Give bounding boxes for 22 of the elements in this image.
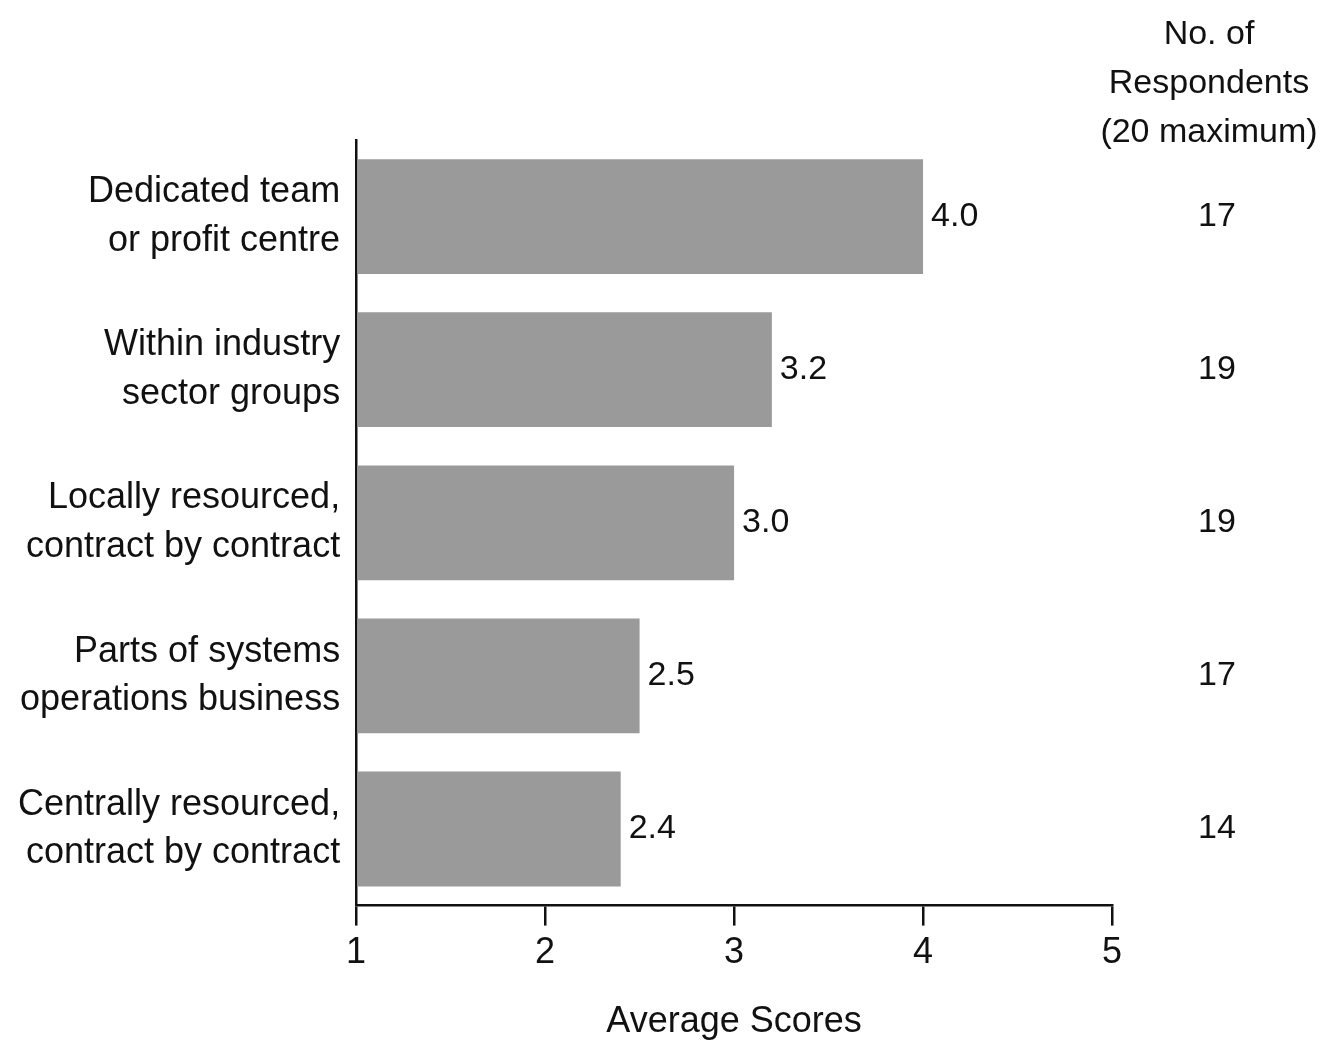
data-label: 2.5 bbox=[647, 654, 695, 693]
y-tick-label: Dedicated team or profit centre bbox=[88, 169, 341, 259]
x-tick-label: 1 bbox=[346, 930, 367, 972]
x-tick-label: 2 bbox=[535, 930, 556, 972]
text: 17 bbox=[1198, 194, 1236, 233]
text: 19 bbox=[1198, 348, 1236, 387]
y-tick-label: Locally resourced, contract by contract bbox=[26, 475, 341, 566]
x-tick-label: 5 bbox=[1101, 930, 1123, 972]
y-tick-label: Parts of systems operations business bbox=[19, 628, 341, 719]
x-tick-label: 3 bbox=[724, 930, 745, 972]
y-tick-label: Centrally resourced, contract by contract bbox=[18, 781, 341, 872]
data-label: 3.2 bbox=[779, 348, 828, 387]
text: 17 bbox=[1198, 654, 1236, 693]
data-label: 3.0 bbox=[742, 501, 790, 540]
y-tick-label: Within industry sector groups bbox=[104, 322, 341, 412]
annotation: No. of Respondents (20 maximum) bbox=[1100, 13, 1318, 150]
text: 14 bbox=[1198, 807, 1236, 846]
text: 19 bbox=[1198, 501, 1236, 540]
data-label: 2.4 bbox=[628, 807, 676, 846]
x-axis-title: Average Scores bbox=[606, 999, 862, 1041]
data-label: 4.0 bbox=[931, 194, 979, 233]
x-tick-label: 4 bbox=[913, 930, 934, 972]
